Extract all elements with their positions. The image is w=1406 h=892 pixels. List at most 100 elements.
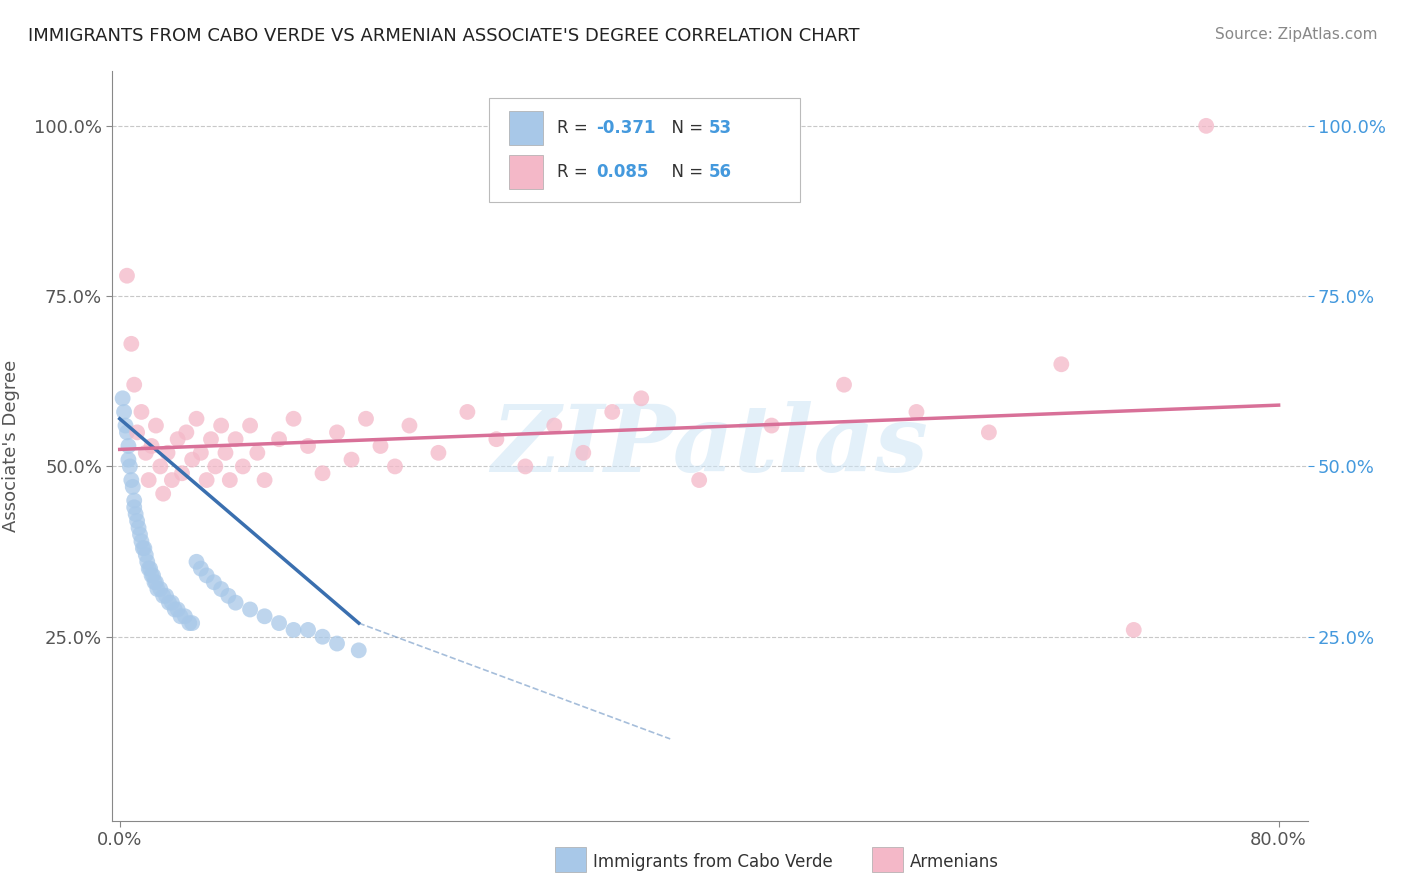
Point [145, 575, 167, 590]
Point [200, 432, 222, 446]
Point [246, 446, 269, 460]
Point [190, 446, 212, 460]
Point [124, 507, 146, 521]
Point [370, 439, 392, 453]
Point [181, 452, 204, 467]
Text: Source: ZipAtlas.com: Source: ZipAtlas.com [1215, 27, 1378, 42]
Point [253, 473, 276, 487]
Text: R =: R = [557, 163, 593, 181]
Point [139, 561, 162, 575]
Point [135, 548, 157, 562]
Point [163, 602, 186, 616]
Point [283, 411, 305, 425]
Point [149, 459, 172, 474]
Point [225, 432, 247, 446]
Point [186, 555, 208, 569]
Point [138, 473, 160, 487]
Point [176, 425, 198, 440]
Point [398, 418, 420, 433]
Point [152, 486, 174, 500]
Point [1122, 623, 1144, 637]
Point [267, 432, 290, 446]
Point [572, 446, 595, 460]
Point [1050, 357, 1073, 371]
Point [202, 575, 225, 590]
Point [214, 446, 236, 460]
Point [761, 418, 783, 433]
Text: 53: 53 [709, 120, 733, 137]
Point [1195, 119, 1218, 133]
Point [217, 589, 239, 603]
Point [121, 480, 143, 494]
Point [135, 446, 157, 460]
Point [354, 411, 377, 425]
Point [118, 459, 141, 474]
Point [195, 473, 218, 487]
Point [630, 392, 652, 406]
Text: -0.371: -0.371 [596, 120, 657, 137]
Point [174, 609, 197, 624]
Point [326, 636, 349, 650]
Point [142, 568, 165, 582]
Point [141, 568, 163, 582]
Point [186, 411, 208, 425]
Point [225, 596, 247, 610]
Text: 56: 56 [709, 163, 733, 181]
Point [117, 452, 139, 467]
Point [131, 534, 153, 549]
Point [179, 616, 201, 631]
Text: Armenians: Armenians [910, 853, 998, 871]
Point [115, 268, 138, 283]
Point [131, 405, 153, 419]
Point [127, 425, 149, 440]
Point [166, 432, 188, 446]
Point [111, 392, 134, 406]
Point [156, 446, 179, 460]
Point [138, 561, 160, 575]
Point [209, 582, 232, 596]
Point [122, 500, 145, 515]
Point [146, 582, 169, 596]
Text: R =: R = [557, 120, 593, 137]
Point [326, 425, 349, 440]
Point [239, 418, 262, 433]
Point [170, 467, 193, 481]
Point [485, 432, 508, 446]
Point [141, 439, 163, 453]
Point [127, 514, 149, 528]
Point [239, 602, 262, 616]
Text: 0.085: 0.085 [596, 163, 650, 181]
FancyBboxPatch shape [509, 155, 543, 189]
Point [115, 425, 138, 440]
Point [384, 459, 406, 474]
Point [209, 418, 232, 433]
Point [117, 439, 139, 453]
Point [143, 575, 166, 590]
Point [688, 473, 710, 487]
Point [297, 623, 319, 637]
Text: N =: N = [661, 163, 709, 181]
Point [136, 555, 159, 569]
Point [128, 521, 150, 535]
Point [134, 541, 156, 556]
Point [132, 541, 155, 556]
Text: N =: N = [661, 120, 709, 137]
Point [311, 630, 333, 644]
Point [600, 405, 623, 419]
Point [120, 473, 142, 487]
Point [195, 568, 218, 582]
Point [232, 459, 254, 474]
Point [297, 439, 319, 453]
Point [120, 336, 142, 351]
Point [160, 596, 183, 610]
Point [152, 589, 174, 603]
Point [145, 418, 167, 433]
Point [122, 493, 145, 508]
Point [456, 405, 478, 419]
Point [166, 602, 188, 616]
Point [347, 643, 370, 657]
Point [114, 418, 136, 433]
Point [190, 561, 212, 575]
Point [977, 425, 1000, 440]
Text: Immigrants from Cabo Verde: Immigrants from Cabo Verde [593, 853, 834, 871]
